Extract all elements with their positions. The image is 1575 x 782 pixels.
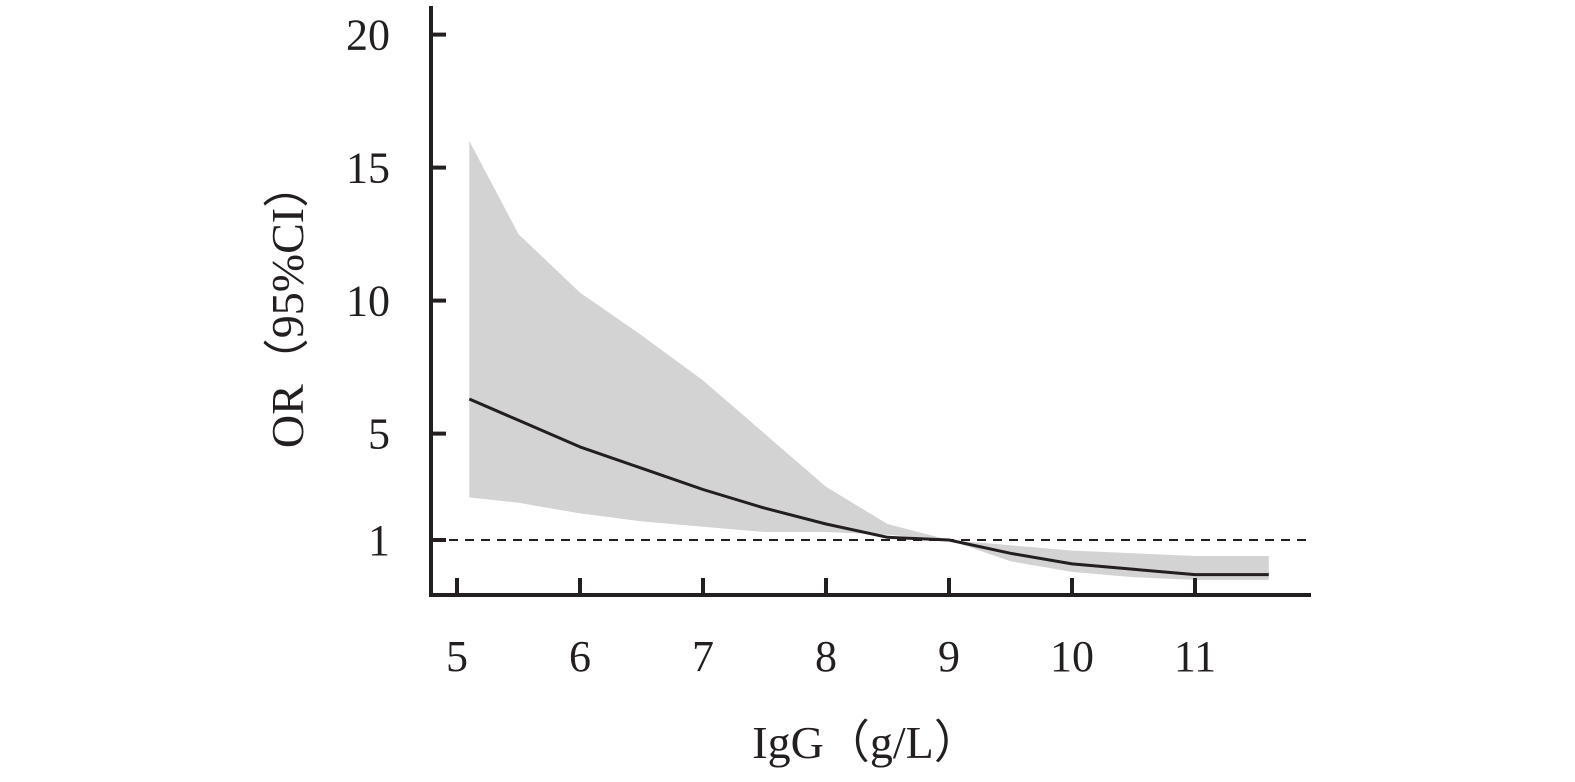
x-tick-label-7: 7 — [692, 632, 714, 681]
x-tick-label-8: 8 — [815, 632, 837, 681]
y-tick-label-1: 1 — [368, 516, 390, 565]
y-tick-label-15: 15 — [346, 144, 390, 193]
or-line — [468, 397, 1269, 577]
confidence-band — [469, 141, 1269, 580]
y-axis-title: OR（95%CI） — [262, 162, 313, 448]
confidence-band-layer — [469, 141, 1269, 580]
or-line-layer — [468, 397, 1269, 577]
x-tick-label-10: 10 — [1050, 632, 1094, 681]
x-tick-label-6: 6 — [569, 632, 591, 681]
x-tick-label-11: 11 — [1174, 632, 1216, 681]
y-tick-label-20: 20 — [346, 11, 390, 60]
x-tick-label-5: 5 — [446, 632, 468, 681]
y-tick-label-10: 10 — [346, 277, 390, 326]
x-tick-label-9: 9 — [938, 632, 960, 681]
y-tick-label-5: 5 — [368, 410, 390, 459]
x-axis-title: IgG（g/L） — [752, 717, 979, 768]
